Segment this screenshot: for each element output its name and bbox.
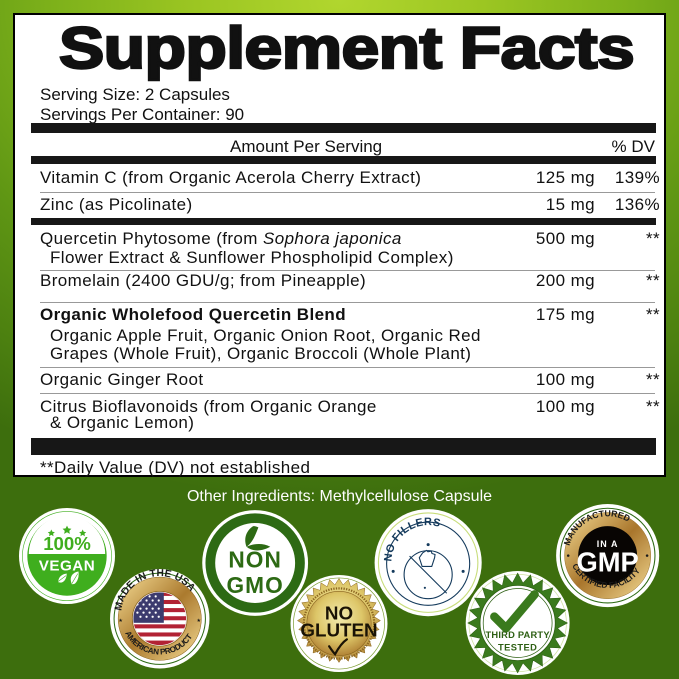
svg-text:VEGAN: VEGAN bbox=[38, 557, 94, 574]
svg-text:GLUTEN: GLUTEN bbox=[300, 619, 377, 640]
svg-text:100%: 100% bbox=[43, 533, 91, 554]
svg-text:★: ★ bbox=[196, 618, 201, 624]
svg-text:GMP: GMP bbox=[577, 547, 639, 578]
svg-text:THIRD PARTY: THIRD PARTY bbox=[485, 630, 550, 640]
svg-text:TESTED: TESTED bbox=[498, 643, 537, 653]
svg-text:NON: NON bbox=[228, 547, 282, 573]
svg-text:★: ★ bbox=[118, 618, 123, 624]
svg-text:GMO: GMO bbox=[226, 573, 283, 599]
